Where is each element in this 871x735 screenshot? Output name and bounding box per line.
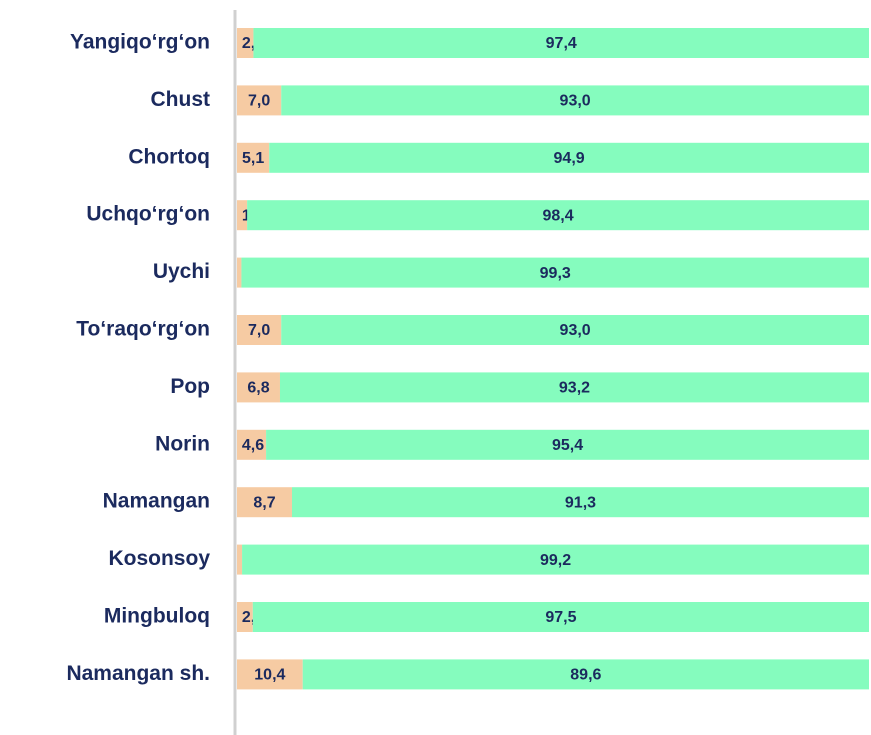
- value-label: 93,0: [560, 322, 591, 339]
- value-label: 98,4: [542, 207, 573, 224]
- bar-segment: [253, 28, 869, 58]
- value-label: 99,3: [540, 265, 571, 282]
- value-label: 4,6: [242, 437, 264, 454]
- bar-segment: [279, 372, 869, 403]
- bar-segment: [237, 602, 253, 632]
- bar-segment: [237, 372, 280, 403]
- bar-segment: [237, 487, 292, 518]
- value-label: 8,7: [253, 494, 275, 511]
- category-label: Chortoq: [128, 145, 210, 168]
- category-label: Namangan: [103, 490, 210, 513]
- bar-segment: [237, 429, 267, 460]
- value-label: 91,3: [565, 494, 596, 511]
- bar-segment: [281, 85, 869, 116]
- value-label: 10,4: [254, 667, 285, 684]
- bar-segment: [237, 544, 243, 575]
- value-label: 97,5: [545, 609, 576, 626]
- bar-segment: [237, 200, 248, 231]
- bar-segment: [241, 257, 869, 288]
- bar-segment: [237, 28, 254, 58]
- bar-segment: [237, 659, 303, 690]
- bar-segment: [266, 429, 869, 460]
- value-label: 95,4: [552, 437, 583, 454]
- category-label: Uychi: [153, 260, 210, 283]
- value-label: 97,4: [546, 35, 577, 52]
- category-label: Pop: [170, 375, 210, 398]
- bar-segment: [302, 659, 869, 690]
- value-label: 99,2: [540, 552, 571, 569]
- category-label: Yangiqo‘rg‘on: [70, 31, 210, 54]
- bar-segment: [242, 544, 869, 575]
- category-label: Kosonsoy: [108, 547, 210, 570]
- value-label: 6,8: [247, 380, 269, 397]
- bar-segment: [291, 487, 869, 518]
- bar-segment: [269, 142, 869, 173]
- bar-segment: [237, 85, 282, 116]
- bar-segment: [252, 602, 870, 632]
- value-label: 93,2: [559, 380, 590, 397]
- value-label: 7,0: [248, 93, 270, 110]
- bar-segment: [247, 200, 869, 231]
- category-label: Namangan sh.: [66, 662, 210, 685]
- category-label: Uchqo‘rg‘on: [86, 203, 210, 226]
- value-label: 93,0: [560, 93, 591, 110]
- category-label: Mingbuloq: [104, 605, 210, 628]
- value-label: 94,9: [554, 150, 585, 167]
- bar-segment: [237, 142, 270, 173]
- category-label: Norin: [155, 432, 210, 455]
- value-label: 5,1: [242, 150, 264, 167]
- category-label: To‘raqo‘rg‘on: [76, 318, 210, 341]
- bar-segment: [237, 315, 282, 345]
- value-label: 7,0: [248, 322, 270, 339]
- bar-segment: [237, 257, 242, 288]
- category-label: Chust: [151, 88, 211, 111]
- value-label: 89,6: [570, 667, 601, 684]
- bar-segment: [281, 315, 869, 345]
